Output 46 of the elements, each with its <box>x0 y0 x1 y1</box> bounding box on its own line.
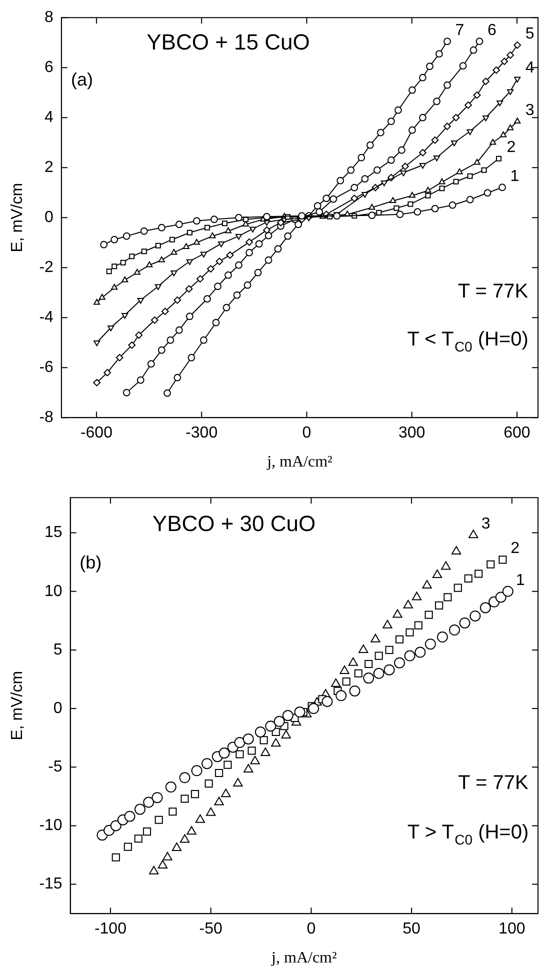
x-tick-label: -600 <box>80 424 113 442</box>
series-label: 7 <box>455 22 464 39</box>
y-tick-label: -2 <box>39 259 54 276</box>
annotation: T = 77K <box>458 772 529 794</box>
annotation: YBCO + 30 CuO <box>152 510 316 536</box>
legend-label: 1 <box>510 168 520 185</box>
y-tick-label: 5 <box>53 641 62 658</box>
series-label: 2 <box>506 139 516 156</box>
annotation: YBCO + 15 CuO <box>146 30 310 55</box>
y-axis-title: E, mV/cm <box>9 670 26 740</box>
annotation: (b) <box>80 552 102 572</box>
y-tick-label: -15 <box>39 876 62 893</box>
x-tick-label: 0 <box>302 424 312 442</box>
x-axis-title: j, mA/cm² <box>266 454 333 471</box>
annotation: T = 77K <box>458 280 529 303</box>
x-tick-label: 600 <box>504 424 530 442</box>
x-tick-label: 100 <box>498 920 526 938</box>
y-tick-label: -10 <box>39 817 62 834</box>
series-label: 2 <box>510 540 520 558</box>
y-tick-label: 0 <box>44 209 54 226</box>
y-tick-label: -5 <box>48 758 62 776</box>
legend-label: 6 <box>487 22 496 39</box>
legend-label: 1 <box>516 572 525 589</box>
y-axis-title: E, mV/cm <box>9 182 26 252</box>
series-label: 3 <box>481 516 490 533</box>
y-tick-label: 10 <box>44 582 62 600</box>
annotation: (a) <box>70 70 93 90</box>
x-axis-title: j, mA/cm² <box>270 950 337 967</box>
x-tick-label: 0 <box>306 920 316 938</box>
y-tick-label: 4 <box>44 109 54 126</box>
y-tick-label: -8 <box>39 409 54 426</box>
series-label: 5 <box>525 26 534 43</box>
x-tick-label: -50 <box>199 920 222 938</box>
y-tick-label: -4 <box>39 309 54 326</box>
x-tick-label: 300 <box>398 424 426 442</box>
x-tick-label: -300 <box>186 424 218 442</box>
y-tick-label: 0 <box>53 700 62 717</box>
y-tick-label: 2 <box>44 159 54 176</box>
y-tick-label: 8 <box>44 9 54 26</box>
x-tick-label: 50 <box>402 920 421 938</box>
x-tick-label: -100 <box>94 920 127 938</box>
legend-label: 3 <box>525 102 534 119</box>
y-tick-label: -6 <box>39 359 54 376</box>
y-tick-label: 6 <box>44 59 54 76</box>
y-tick-label: 15 <box>44 524 62 542</box>
legend-label: 4 <box>525 59 534 76</box>
